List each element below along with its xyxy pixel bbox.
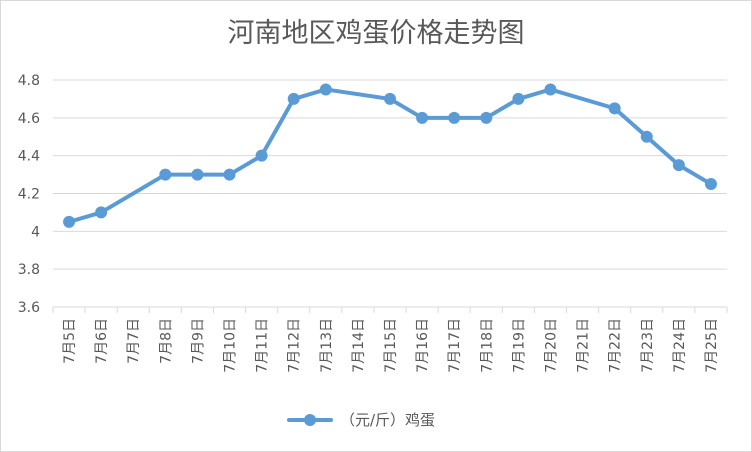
x-tick-label: 7月17日 <box>447 318 463 373</box>
x-tick-label: 7月19日 <box>511 318 527 373</box>
y-tick-label: 4.8 <box>18 73 40 89</box>
data-point <box>544 83 557 96</box>
data-point <box>255 149 268 162</box>
data-point <box>223 168 236 181</box>
x-tick-label: 7月11日 <box>255 318 271 373</box>
data-point <box>287 92 300 105</box>
x-tick-label: 7月21日 <box>576 318 592 373</box>
x-tick-label: 7月8日 <box>158 318 174 364</box>
y-tick-label: 3.8 <box>18 262 40 278</box>
x-tick-label: 7月22日 <box>608 318 624 373</box>
x-tick-label: 7月9日 <box>190 318 206 364</box>
x-tick-label: 7月10日 <box>223 318 239 373</box>
series-line-eggs <box>63 83 717 228</box>
y-tick-label: 4.4 <box>18 149 40 165</box>
data-point <box>319 83 332 96</box>
x-tick-label: 7月12日 <box>287 318 303 373</box>
x-tick-label: 7月20日 <box>543 318 559 373</box>
chart-title: 河南地区鸡蛋价格走势图 <box>228 18 525 49</box>
x-tick-label: 7月24日 <box>672 318 688 373</box>
y-tick-label: 4.2 <box>18 187 40 203</box>
x-tick-label: 7月13日 <box>319 318 335 373</box>
data-point <box>640 130 653 143</box>
data-point <box>672 159 685 172</box>
data-point <box>704 178 717 191</box>
y-axis: 3.6 3.8 4 4.2 4.4 4.6 4.8 <box>18 73 40 316</box>
x-tick-label: 7月23日 <box>640 318 656 373</box>
data-point <box>95 206 108 219</box>
data-point <box>191 168 204 181</box>
x-axis: 7月5日 7月6日 7月7日 7月8日 7月9日 7月10日 7月11日 7月12日 7月13日… <box>52 306 728 373</box>
x-tick-label: 7月15日 <box>383 318 399 373</box>
y-tick-label: 4.6 <box>18 111 40 127</box>
x-tick-label: 7月7日 <box>126 318 142 364</box>
gridlines <box>53 79 727 270</box>
data-point <box>416 111 429 124</box>
x-tick-label: 7月18日 <box>479 318 495 373</box>
legend-label: （元/斤）鸡蛋 <box>340 411 435 429</box>
data-point <box>384 92 396 105</box>
x-tick-label: 7月14日 <box>351 318 367 373</box>
data-point <box>512 92 525 105</box>
legend-marker <box>304 414 316 426</box>
data-point <box>159 168 172 181</box>
y-tick-label: 3.6 <box>18 300 40 316</box>
y-tick-label: 4 <box>31 224 40 240</box>
x-tick-label: 7月25日 <box>704 318 720 373</box>
x-tick-label: 7月5日 <box>62 318 78 364</box>
legend: （元/斤）鸡蛋 <box>287 411 435 429</box>
data-point <box>480 111 493 124</box>
data-point <box>448 111 461 124</box>
data-point <box>63 215 76 228</box>
data-point <box>608 102 621 115</box>
x-tick-label: 7月6日 <box>94 318 110 364</box>
x-tick-label: 7月16日 <box>415 318 431 373</box>
